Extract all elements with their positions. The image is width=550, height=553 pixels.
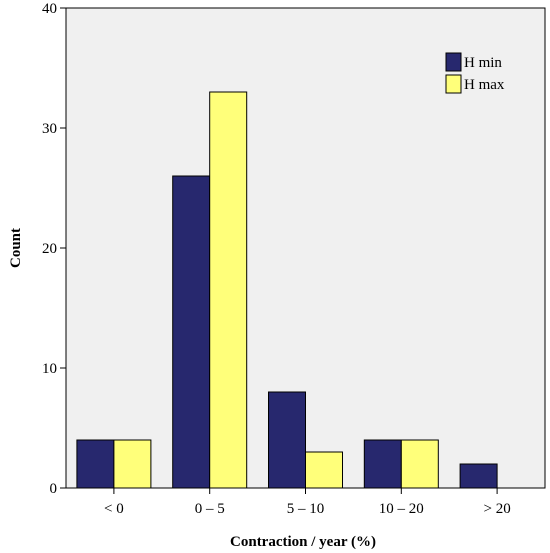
bar-h-min [268,391,306,489]
legend-swatch [445,52,462,72]
bar-h-max [305,451,343,489]
x-tick-label: > 20 [483,501,510,517]
x-tick-label: 5 – 10 [287,501,325,517]
x-tick-label: 0 – 5 [195,501,225,517]
legend: H min H max [445,52,505,94]
y-tick-label: 10 [42,361,57,377]
legend-label: H min [464,55,502,71]
bar-h-min [459,463,498,489]
x-tick-label: 10 – 20 [379,501,424,517]
x-axis: < 0 0 – 5 5 – 10 10 – 20 > 20 [104,488,511,517]
bars [76,91,498,489]
y-tick-label: 20 [42,241,57,257]
y-axis: 0 10 20 30 40 [42,1,66,497]
legend-label: H max [464,77,505,93]
bar-h-max [400,439,439,489]
x-axis-title: Contraction / year (%) [230,534,376,550]
bar-h-min [363,439,402,489]
y-axis-title: Count [8,228,24,268]
legend-swatch [445,74,462,94]
bar-h-max [209,91,248,489]
y-tick-label: 0 [50,481,58,497]
bar-h-min [172,175,211,489]
bar-h-min [76,439,115,489]
x-tick-label: < 0 [104,501,124,517]
bar-h-max [113,439,152,489]
y-tick-label: 30 [42,121,57,137]
y-tick-label: 40 [42,1,57,17]
